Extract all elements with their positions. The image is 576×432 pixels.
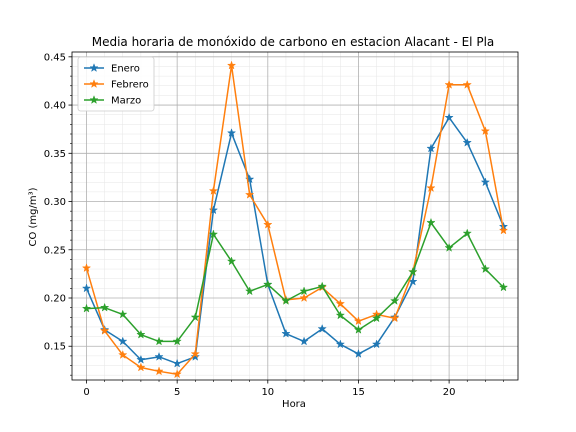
data-point-febrero (172, 369, 182, 379)
data-point-febrero (353, 316, 364, 326)
data-point-febrero (226, 60, 237, 70)
y-tick-label: 0.35 (44, 149, 66, 160)
y-axis: 0.15 0.20 0.25 0.30 0.35 0.40 0.45 (44, 52, 72, 376)
data-point-febrero (299, 293, 309, 303)
y-tick-label: 0.30 (44, 197, 66, 208)
x-tick-label: 10 (261, 387, 274, 398)
data-point-marzo (426, 217, 436, 227)
data-point-enero (281, 328, 291, 338)
data-point-marzo (281, 295, 291, 305)
data-point-marzo (299, 286, 309, 296)
plot-frame (71, 51, 519, 381)
data-point-febrero (426, 183, 436, 193)
data-point-febrero (389, 313, 400, 323)
series-layer (81, 60, 509, 379)
data-point-marzo (371, 313, 382, 323)
data-point-marzo (353, 324, 364, 334)
data-point-febrero (263, 219, 273, 229)
y-tick-label: 0.45 (44, 52, 66, 63)
data-point-febrero (136, 362, 146, 372)
data-point-marzo (81, 303, 92, 313)
data-point-enero (299, 336, 309, 346)
y-tick-label: 0.20 (44, 294, 66, 305)
x-tick-label: 20 (443, 387, 456, 398)
data-point-enero (335, 339, 346, 349)
data-point-enero (317, 323, 327, 333)
data-point-febrero (462, 79, 472, 89)
legend-item-enero: Enero (84, 63, 140, 75)
data-point-marzo (118, 309, 128, 319)
data-point-marzo (263, 279, 273, 289)
minor-grid (72, 52, 518, 380)
data-point-febrero (208, 185, 219, 195)
data-point-marzo (480, 264, 491, 274)
legend-marker (89, 63, 99, 73)
data-point-marzo (226, 256, 237, 266)
legend: Enero Febrero Marzo (77, 56, 155, 112)
data-point-marzo (99, 302, 110, 312)
legend-item-febrero: Febrero (84, 79, 149, 91)
data-point-enero (480, 177, 491, 187)
data-point-febrero (118, 349, 128, 359)
data-point-marzo (444, 242, 454, 252)
legend-box (77, 56, 155, 112)
data-point-febrero (99, 325, 110, 335)
legend-marker (89, 95, 99, 105)
data-point-enero (462, 137, 472, 147)
legend-label: Marzo (111, 96, 141, 107)
x-tick-label: 0 (83, 387, 89, 398)
data-point-marzo (389, 295, 400, 305)
data-point-marzo (408, 266, 418, 276)
y-tick-label: 0.15 (44, 342, 66, 353)
legend-label: Enero (111, 64, 140, 75)
series-enero (81, 112, 509, 368)
data-point-febrero (154, 366, 164, 376)
x-axis-title: Hora (282, 399, 306, 410)
data-point-febrero (498, 225, 509, 235)
data-point-enero (190, 351, 201, 361)
data-point-marzo (462, 228, 472, 238)
y-tick-label: 0.25 (44, 245, 66, 256)
legend-marker (89, 79, 99, 89)
y-tick-label: 0.40 (44, 101, 66, 112)
data-point-enero (208, 205, 219, 215)
data-point-marzo (244, 286, 255, 296)
data-point-enero (81, 283, 92, 293)
data-point-febrero (244, 189, 255, 199)
data-point-enero (444, 112, 454, 122)
data-point-marzo (190, 312, 201, 322)
data-point-enero (353, 348, 364, 358)
data-point-enero (371, 339, 382, 349)
data-point-enero (136, 354, 146, 364)
data-point-enero (118, 336, 128, 346)
data-point-marzo (335, 310, 346, 320)
data-point-enero (172, 358, 182, 368)
data-point-marzo (498, 282, 509, 292)
x-tick-label: 15 (352, 387, 365, 398)
data-point-febrero (480, 126, 491, 136)
data-point-marzo (172, 336, 182, 346)
data-point-enero (154, 351, 164, 361)
series-marzo (81, 217, 509, 346)
series-line-enero (85, 116, 505, 365)
chart-title: Media horaria de monóxido de carbono en … (92, 35, 495, 49)
data-point-febrero (444, 79, 454, 89)
y-axis-title: CO (mg/m³) (28, 187, 39, 246)
data-point-marzo (208, 229, 219, 239)
data-point-febrero (190, 348, 201, 358)
data-point-marzo (317, 281, 327, 291)
legend-label: Febrero (111, 80, 149, 91)
data-point-febrero (335, 298, 346, 308)
data-point-enero (426, 143, 436, 153)
data-point-marzo (154, 336, 164, 346)
data-point-enero (226, 128, 237, 138)
data-point-marzo (136, 329, 146, 339)
x-axis: 0 5 10 15 20 (83, 380, 504, 398)
x-tick-label: 5 (174, 387, 180, 398)
data-point-febrero (81, 263, 92, 273)
legend-item-marzo: Marzo (84, 95, 141, 107)
